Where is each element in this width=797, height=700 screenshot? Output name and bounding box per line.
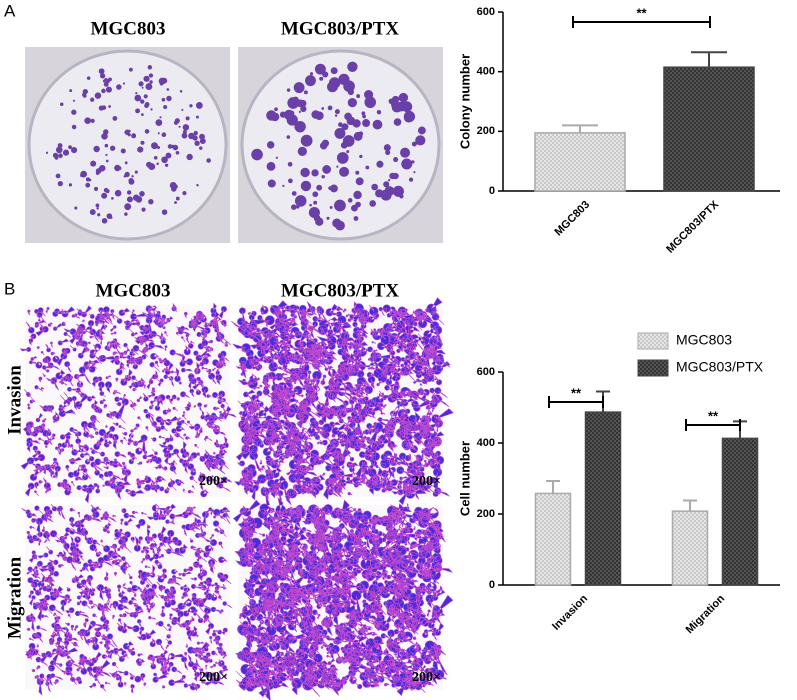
x-tick-label: MGC803/PTX — [664, 198, 721, 255]
y-axis-label: Cell number — [457, 441, 472, 516]
significance-label: ** — [571, 385, 582, 400]
x-tick-label: MGC803 — [553, 199, 593, 239]
panel-label: A — [4, 1, 16, 20]
legend-label: MGC803 — [676, 332, 732, 348]
column-title: MGC803 — [91, 18, 166, 39]
x-tick-label: Migration — [684, 592, 728, 636]
column-title: MGC803/PTX — [281, 18, 399, 39]
significance-bracket — [548, 396, 604, 408]
column-title: MGC803 — [96, 280, 171, 301]
cells — [232, 496, 454, 700]
error-bar — [562, 124, 598, 133]
y-tick-label: 600 — [477, 6, 495, 18]
bar — [534, 132, 626, 192]
y-tick-label: 0 — [489, 185, 495, 197]
scale-label: 200× — [412, 474, 441, 489]
cells — [21, 503, 233, 696]
row-title: Invasion — [4, 365, 25, 435]
scale-label: 200× — [412, 670, 441, 685]
cells — [231, 297, 454, 510]
error-bar — [546, 479, 560, 494]
cells — [19, 302, 237, 504]
bar — [721, 437, 759, 586]
bar — [671, 510, 709, 586]
scale-label: 200× — [199, 670, 228, 685]
bar — [663, 66, 755, 192]
significance-label: ** — [708, 408, 719, 423]
colonies — [45, 65, 211, 224]
legend-swatch — [637, 332, 669, 350]
bar — [534, 492, 572, 586]
significance-bracket — [685, 419, 741, 431]
error-bar — [691, 51, 727, 68]
y-tick-label: 400 — [477, 66, 495, 78]
y-tick-label: 0 — [489, 579, 495, 591]
scale-label: 200× — [199, 474, 228, 489]
dish — [27, 49, 228, 241]
colonies — [251, 61, 426, 231]
y-tick-label: 600 — [477, 366, 495, 378]
y-tick-label: 200 — [477, 508, 495, 520]
significance-bracket — [572, 16, 711, 28]
row-title: Migration — [4, 556, 25, 639]
y-tick-label: 200 — [477, 125, 495, 137]
legend-label: MGC803/PTX — [676, 359, 764, 375]
x-tick-label: Invasion — [550, 592, 590, 632]
bar — [584, 411, 622, 586]
photos — [19, 47, 454, 700]
error-bar — [683, 499, 697, 512]
y-axis-label: Colony number — [457, 54, 472, 149]
panel-label: B — [4, 279, 15, 298]
column-title: MGC803/PTX — [281, 280, 399, 301]
significance-label: ** — [636, 5, 647, 20]
y-tick-label: 400 — [477, 437, 495, 449]
legend-swatch — [637, 359, 669, 377]
